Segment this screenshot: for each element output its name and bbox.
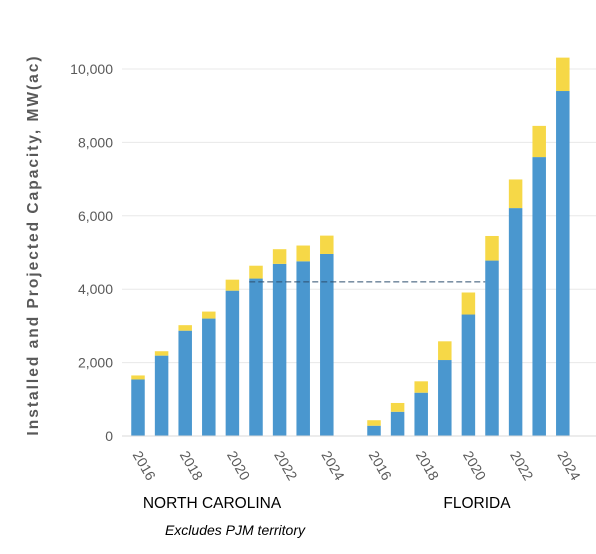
bar-segment-base bbox=[390, 411, 405, 436]
bar-segment-base bbox=[556, 91, 570, 437]
bar-segment-base bbox=[414, 392, 428, 436]
bar-segment-top bbox=[272, 249, 287, 264]
bar-segment-base bbox=[202, 318, 216, 436]
bar-segment-base bbox=[225, 290, 240, 436]
bar-segment-base bbox=[249, 278, 263, 436]
x-tick-label: 2020 bbox=[224, 448, 254, 483]
x-tick-label: 2016 bbox=[130, 448, 160, 483]
x-tick-label: 2024 bbox=[318, 448, 348, 483]
x-tick-label: 2018 bbox=[177, 448, 207, 483]
footnote-annotation: Excludes PJM territory bbox=[165, 522, 306, 538]
bar-segment-top bbox=[249, 265, 263, 279]
y-tick-label: 6,000 bbox=[78, 208, 113, 224]
bar-segment-top bbox=[296, 245, 310, 262]
bar-segment-top bbox=[178, 325, 192, 331]
bar-segment-base bbox=[438, 360, 452, 436]
bar-segment-base bbox=[532, 157, 546, 436]
y-tick-label: 0 bbox=[105, 428, 113, 444]
bar-segment-top bbox=[438, 341, 452, 361]
bar-segment-base bbox=[296, 261, 310, 436]
bar-segment-top bbox=[320, 235, 334, 254]
bar-segment-top bbox=[532, 125, 546, 158]
y-axis-label: Installed and Projected Capacity, MW(ac) bbox=[25, 54, 42, 435]
group-label-north-carolina: NORTH CAROLINA bbox=[143, 495, 282, 512]
x-tick-label: 2024 bbox=[554, 448, 584, 483]
bar-segment-top bbox=[154, 351, 169, 356]
x-tick-label: 2022 bbox=[271, 448, 301, 483]
x-tick-label: 2018 bbox=[413, 448, 443, 483]
gridlines bbox=[122, 68, 596, 364]
bar-segment-base bbox=[320, 253, 334, 436]
bar-segment-base bbox=[178, 330, 192, 436]
bar-segment-top bbox=[367, 420, 381, 426]
x-tick-label: 2020 bbox=[460, 448, 490, 483]
bar-segment-top bbox=[485, 235, 499, 261]
y-tick-label: 10,000 bbox=[70, 61, 113, 77]
bar-segment-base bbox=[272, 263, 287, 436]
bar-segment-base bbox=[461, 314, 476, 436]
bar-segment-base bbox=[131, 379, 145, 436]
x-tick-label: 2016 bbox=[366, 448, 396, 483]
bar-segment-top bbox=[202, 311, 216, 319]
bar-segment-top bbox=[390, 402, 405, 412]
bar-segment-base bbox=[508, 208, 523, 436]
bar-segment-base bbox=[367, 425, 381, 436]
bar-segment-base bbox=[485, 260, 499, 436]
bar-segment-top bbox=[461, 292, 476, 315]
y-tick-label: 8,000 bbox=[78, 134, 113, 150]
bars bbox=[131, 57, 570, 437]
bar-segment-top bbox=[225, 279, 240, 291]
y-tick-label: 4,000 bbox=[78, 281, 113, 297]
group-label-florida: FLORIDA bbox=[443, 495, 511, 512]
bar-segment-top bbox=[556, 57, 570, 92]
x-tick-label: 2022 bbox=[507, 448, 537, 483]
y-tick-label: 2,000 bbox=[78, 355, 113, 371]
bar-segment-top bbox=[131, 375, 145, 380]
bar-segment-top bbox=[414, 381, 428, 393]
x-tick-labels: 2016 2018 2020 2022 2024 2016 2018 2020 2022 2024 bbox=[130, 448, 584, 483]
y-tick-labels: 0 2,000 4,000 6,000 8,000 10,000 bbox=[70, 61, 113, 444]
bar-segment-top bbox=[508, 179, 523, 209]
bar-segment-base bbox=[154, 355, 169, 436]
